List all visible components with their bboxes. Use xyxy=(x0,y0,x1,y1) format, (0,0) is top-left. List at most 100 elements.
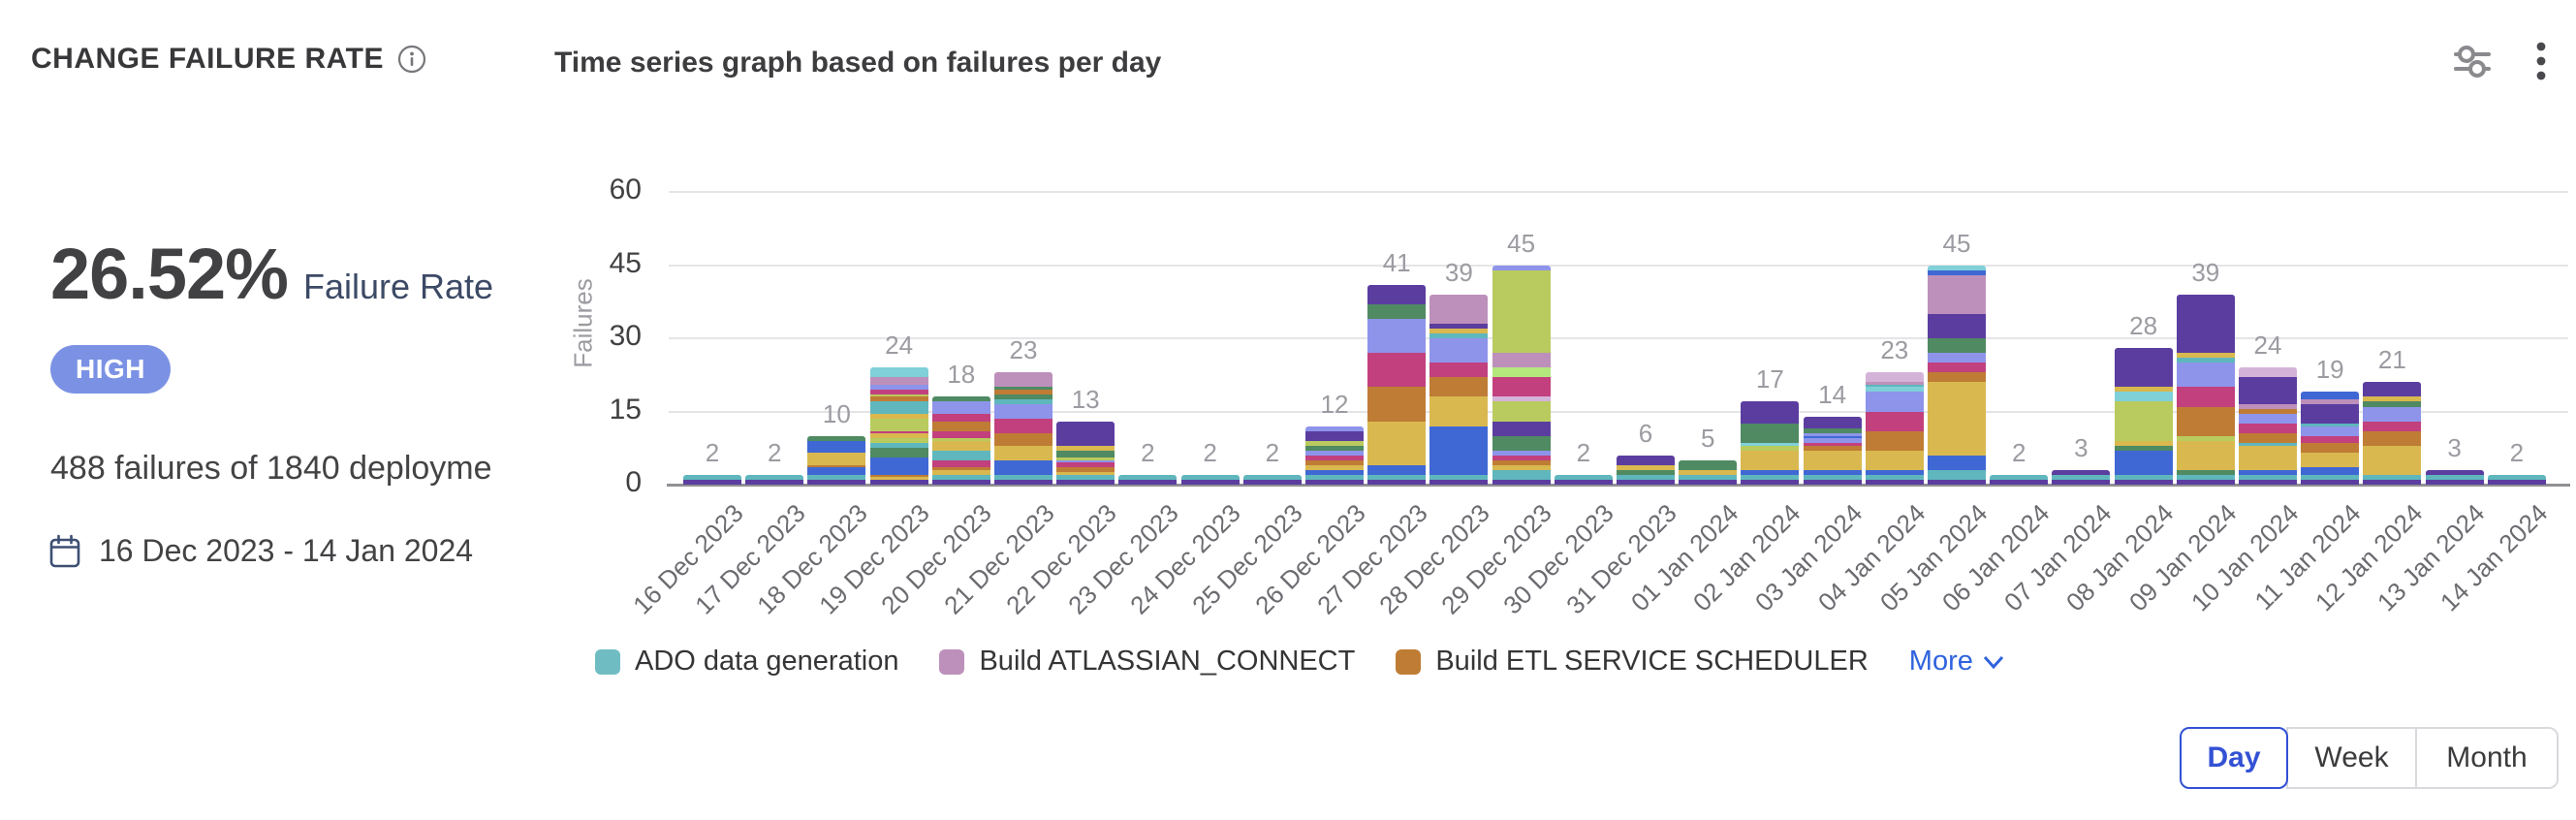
stacked-bar[interactable] xyxy=(2052,469,2111,485)
bar-segment xyxy=(1865,382,1924,385)
bar-value-label: 3 xyxy=(2447,432,2462,462)
bar-segment xyxy=(1928,274,1986,314)
stacked-bar[interactable] xyxy=(1928,265,1986,485)
gridline xyxy=(669,410,2568,413)
bar-segment xyxy=(994,474,1052,480)
legend-more-link[interactable]: More xyxy=(1909,646,2004,678)
more-menu-button[interactable] xyxy=(2529,35,2553,87)
bar-segment xyxy=(2487,479,2546,485)
bar-segment xyxy=(1492,353,1551,368)
failure-rate-summary: 26.52% Failure Rate xyxy=(50,233,493,315)
stacked-bar[interactable] xyxy=(2301,392,2360,485)
chart-settings-button[interactable] xyxy=(2448,36,2497,86)
stacked-bar[interactable] xyxy=(869,367,928,485)
bar-segment xyxy=(1056,445,1115,451)
bar-segment xyxy=(2363,396,2422,402)
bar-value-label: 17 xyxy=(1755,364,1784,394)
bar-segment xyxy=(869,438,928,444)
bar-segment xyxy=(1865,469,1924,475)
bar-segment xyxy=(2176,406,2235,436)
bar-segment xyxy=(994,445,1052,460)
stacked-bar[interactable] xyxy=(2114,348,2173,485)
bar-segment xyxy=(1741,479,1800,485)
stacked-bar[interactable] xyxy=(1180,474,1240,485)
bar-segment xyxy=(1803,433,1862,436)
toggle-month[interactable]: Month xyxy=(2415,727,2559,789)
bar-segment xyxy=(1492,421,1551,436)
stacked-bar[interactable] xyxy=(2176,294,2235,485)
bar-segment xyxy=(2363,474,2422,480)
stacked-bar[interactable] xyxy=(2487,474,2546,485)
bar-segment xyxy=(1367,318,1427,354)
stacked-bar[interactable] xyxy=(1492,265,1551,485)
kebab-menu-icon xyxy=(2535,41,2547,81)
bar-segment xyxy=(994,479,1052,485)
legend-swatch xyxy=(1396,648,1422,675)
legend-item[interactable]: ADO data generation xyxy=(595,646,898,678)
bar-segment xyxy=(1928,479,1986,485)
bar-segment xyxy=(1741,401,1800,425)
bar-segment xyxy=(1367,421,1427,465)
stacked-bar[interactable] xyxy=(1679,459,1738,485)
stacked-bar[interactable] xyxy=(683,474,741,485)
bar-segment xyxy=(1367,284,1427,304)
bar-value-label: 2 xyxy=(767,437,782,467)
legend-item[interactable]: Build ETL SERVICE SCHEDULER xyxy=(1396,646,1869,678)
bar-segment xyxy=(1118,474,1178,480)
stacked-bar[interactable] xyxy=(807,435,866,485)
stacked-bar[interactable] xyxy=(1554,474,1613,485)
bar-segment xyxy=(1928,455,1986,470)
legend-swatch xyxy=(595,648,620,675)
stacked-bar[interactable] xyxy=(2425,469,2484,485)
bar-segment xyxy=(1492,401,1551,422)
y-tick-label: 0 xyxy=(625,466,642,498)
info-icon[interactable] xyxy=(397,45,426,74)
bar-segment xyxy=(1492,265,1551,270)
bar-segment xyxy=(1305,426,1364,431)
stacked-bar[interactable] xyxy=(1056,421,1115,485)
bar-segment xyxy=(1056,479,1115,485)
stacked-bar[interactable] xyxy=(1429,294,1489,485)
stacked-bar[interactable] xyxy=(2363,382,2422,485)
stacked-bar[interactable] xyxy=(994,372,1052,485)
toggle-day[interactable]: Day xyxy=(2180,727,2288,789)
bar-segment xyxy=(1242,474,1302,480)
stacked-bar[interactable] xyxy=(1242,474,1302,485)
bar-segment xyxy=(869,396,928,402)
bar-segment xyxy=(2425,479,2484,485)
bar-segment xyxy=(1367,474,1427,480)
bar-segment xyxy=(1865,430,1924,451)
stacked-bar[interactable] xyxy=(1617,455,1675,485)
toggle-week[interactable]: Week xyxy=(2286,727,2415,789)
stacked-bar[interactable] xyxy=(745,474,804,485)
bar-segment xyxy=(1617,474,1675,480)
stacked-bar[interactable] xyxy=(1305,426,1364,485)
y-tick-label: 60 xyxy=(609,173,642,205)
stacked-bar[interactable] xyxy=(1367,284,1427,485)
bar-segment xyxy=(2176,440,2235,470)
bar-segment xyxy=(931,459,990,468)
stacked-bar[interactable] xyxy=(931,396,990,485)
bar-value-label: 28 xyxy=(2129,311,2158,341)
bar-segment xyxy=(2114,348,2173,388)
stacked-bar[interactable] xyxy=(1865,372,1924,485)
bar-segment xyxy=(2176,469,2235,475)
legend-item[interactable]: Build ATLASSIAN_CONNECT xyxy=(939,646,1355,678)
stacked-bar[interactable] xyxy=(2239,367,2297,485)
bar-segment xyxy=(1367,387,1427,422)
bar-segment xyxy=(1305,479,1364,485)
bar-segment xyxy=(2301,435,2360,444)
gridline xyxy=(669,191,2568,193)
stacked-bar[interactable] xyxy=(1741,401,1800,485)
stacked-bar[interactable] xyxy=(1990,474,2049,485)
bar-segment xyxy=(1741,450,1800,470)
bar-value-label: 10 xyxy=(822,398,851,428)
stacked-bar[interactable] xyxy=(1118,474,1178,485)
bar-value-label: 18 xyxy=(947,360,976,390)
bar-segment xyxy=(1429,377,1489,397)
stacked-bar[interactable] xyxy=(1803,416,1862,485)
bar-segment xyxy=(2176,474,2235,480)
sliders-icon xyxy=(2454,42,2491,80)
bar-segment xyxy=(2301,426,2360,436)
bar-segment xyxy=(1803,428,1862,434)
